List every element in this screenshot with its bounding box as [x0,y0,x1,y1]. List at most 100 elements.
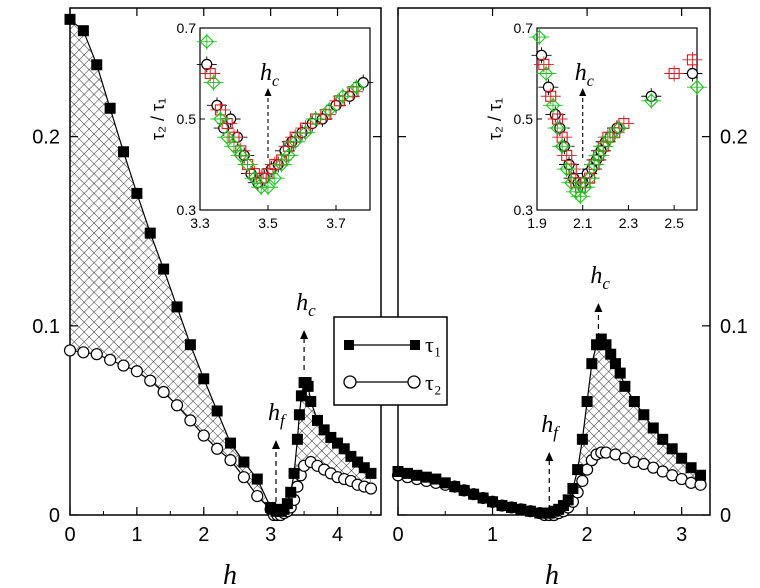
inset-left-series-3-point [298,125,313,140]
right-series-1-point [600,339,612,351]
x-axis-label-right: h [545,560,559,588]
right-series-1-point [657,433,669,445]
left-series-1-point [251,473,263,485]
left-hc-label: hc [296,290,316,320]
panel-left: 0 1 2 3 4 0 0.1 0.2 h [32,7,382,588]
inset-right-series-3-point [550,120,565,136]
right-series-1-point [647,422,659,434]
inset-right-series-2-point [686,54,698,66]
inset-right-ylabel: τ₂ / τ₁ [485,98,505,140]
right-series-1-point [392,465,404,477]
right-hc-label: hc [590,263,610,293]
inset-left-series-3-point [274,157,289,172]
left-series-1-point [302,380,314,392]
right-hc-arrow-head [594,303,603,312]
left-series-2-point [104,353,117,366]
left-series-1-point [198,373,210,385]
right-series-group [391,333,707,522]
right-series-1-point [676,452,688,464]
inset-left-series-3-point [260,179,276,195]
left-hf-arrow-head [271,440,280,449]
left-xtick-label: 0 [64,524,75,546]
inset-left-series-1-point [357,76,369,89]
inset-left-xtick-label: 3.5 [258,215,278,231]
left-series-1-point [285,486,297,498]
left-series-1-point [184,339,196,351]
right-series-1-point [572,464,584,476]
left-xtick-label: 1 [131,524,142,546]
left-series-2-point [63,344,77,357]
left-series-1-point [332,437,344,449]
left-series-1-point [288,467,300,479]
right-series-1-point [411,469,423,481]
right-series-1-point [685,462,697,474]
left-series-2-point [130,365,143,378]
left-series-1-point [325,431,337,443]
legend-label-tau2: τ₂ [425,370,442,395]
left-ytick-label: 0.1 [32,316,60,338]
inset-left-series-3-point [199,34,215,49]
inset-right-xtick-label: 2.1 [573,215,593,231]
right-series-1-point [401,467,413,479]
left-series-2-point [77,346,90,359]
legend-marker-tau2-a [343,375,357,389]
right-series-1-point [614,367,626,379]
inset-right-ytick-label: 0.3 [514,202,534,218]
left-ytick-label: 0.2 [32,127,60,149]
right-series-1-point [638,409,650,421]
right-series-1-point [591,339,603,351]
right-series-1-point [524,505,536,517]
x-axis-label-left: h [223,560,237,588]
inset-left-ytick-label: 0.7 [177,20,197,36]
inset-left-series-1-point [201,58,213,71]
left-series-2-point [184,414,197,427]
inset-left-series-3-point [253,179,269,195]
inset-right-series-1-point [535,49,548,61]
right-xtick-label: 3 [676,524,687,546]
left-series-2-point [251,489,264,503]
right-series-1-point [695,469,707,481]
left-xtick-label: 4 [332,524,343,546]
left-series-1-point [211,405,223,417]
right-series-2-point [576,474,589,488]
right-series-1-point [477,492,489,504]
legend-marker-tau1-a [344,340,354,350]
right-series-1-point [609,358,621,370]
right-ytick-label: 0.2 [720,127,748,149]
left-series-2-point [157,385,170,399]
inset-right-series-3-point [582,170,597,186]
inset-left-series-3-point [308,111,323,127]
right-hf-label: hf [541,412,560,442]
right-series-1-point [449,481,461,493]
inset-left-series-3-point [335,88,351,104]
inset-left-series-3-point [281,148,296,163]
left-series-1-point [144,227,156,239]
left-series-1-point [365,467,377,479]
left-series-1-point [311,414,323,426]
left-xtick-label: 2 [198,524,209,546]
right-series-1-point [557,500,569,512]
legend-marker-tau1-b [410,340,420,350]
left-series-2-point [144,374,157,387]
right-series-1-point [581,395,593,407]
right-series-1-point [430,473,442,485]
legend-box [333,316,448,406]
right-series-1-point [619,380,631,392]
right-hf-arrow-head [545,452,554,461]
right-ytick-label: 0.1 [720,316,748,338]
inset-right-ytick-label: 0.7 [514,20,534,36]
right-series-1-point [576,433,588,445]
left-series-1-point [352,456,364,468]
inset-left-series-3-point [349,79,364,95]
left-series-2-point [224,454,237,467]
left-series-1-point [338,443,350,455]
left-series-2-point [237,471,250,484]
inset-right-series-3-point [545,98,561,113]
inset-right-series-3-point [559,161,574,177]
left-xtick-label: 3 [265,524,276,546]
left-series-1-point [278,503,290,515]
right-series-1-point [505,501,517,513]
inset-right-series-3-point [532,29,547,45]
left-hc-arrow-head [300,330,309,339]
